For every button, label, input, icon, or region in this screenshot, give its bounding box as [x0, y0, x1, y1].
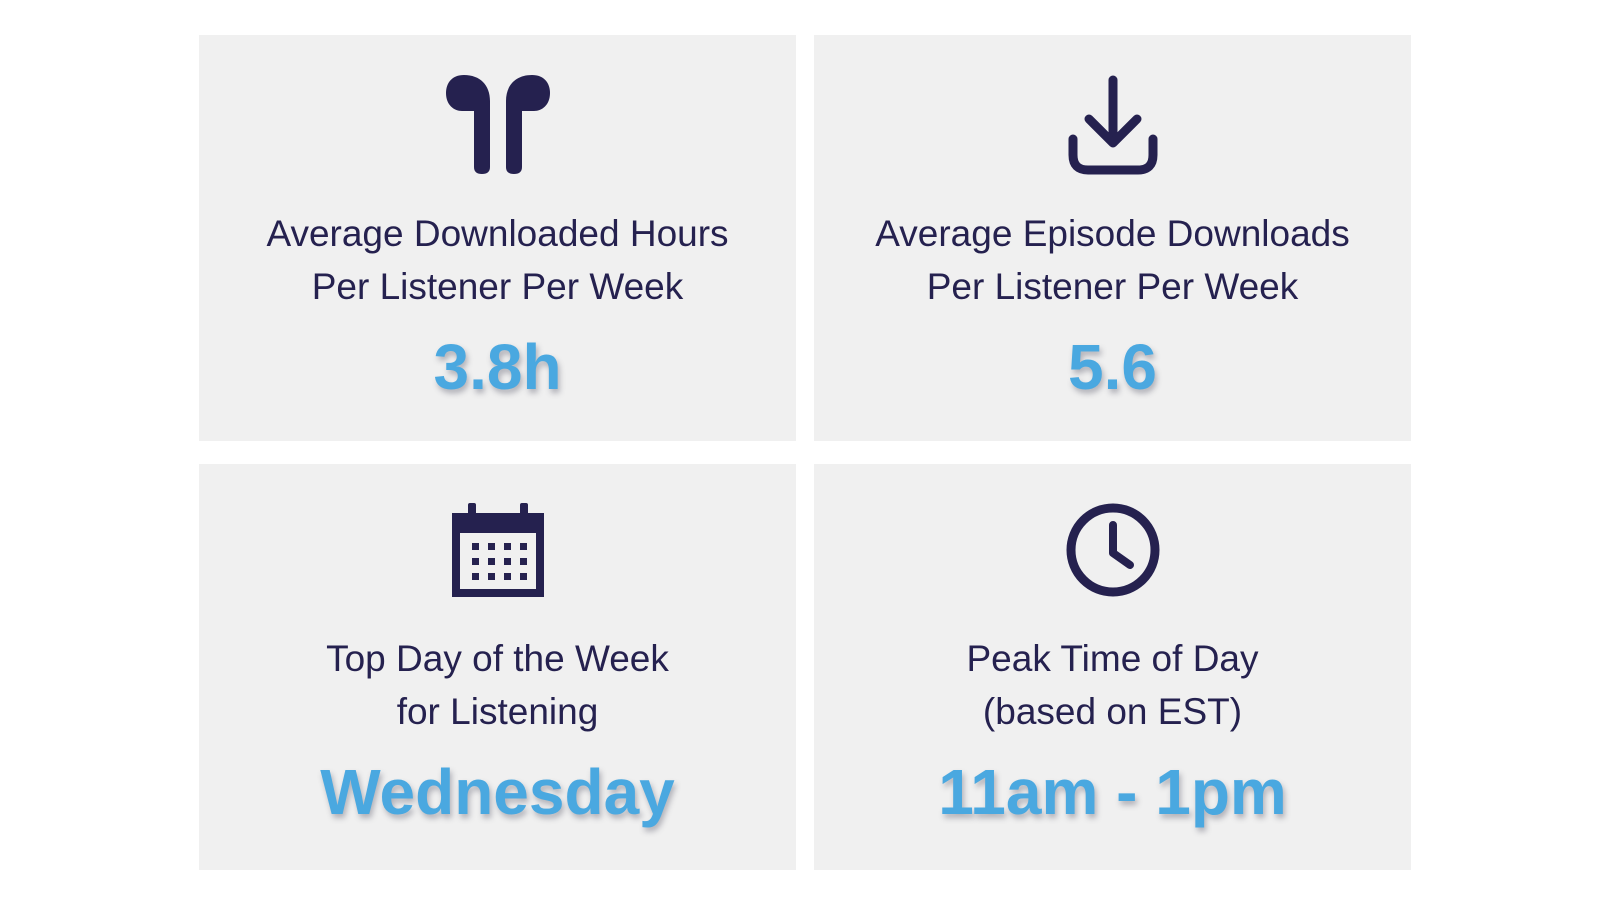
- stat-card-downloaded-hours: Average Downloaded Hours Per Listener Pe…: [199, 35, 796, 441]
- stat-label: Average Episode Downloads Per Listener P…: [814, 207, 1411, 313]
- stat-label-line2: for Listening: [396, 691, 599, 732]
- stat-label-line2: Per Listener Per Week: [926, 266, 1299, 307]
- stat-card-episode-downloads: Average Episode Downloads Per Listener P…: [814, 35, 1411, 441]
- stat-label: Peak Time of Day (based on EST): [814, 632, 1411, 738]
- stat-label-line2: (based on EST): [982, 691, 1243, 732]
- stat-label-line1: Peak Time of Day: [966, 638, 1259, 679]
- stat-label: Average Downloaded Hours Per Listener Pe…: [199, 207, 796, 313]
- stat-value: 3.8h: [433, 331, 562, 403]
- stat-value: Wednesday: [320, 756, 675, 828]
- stat-value: 5.6: [1068, 331, 1157, 403]
- stat-card-peak-time: Peak Time of Day (based on EST) 11am - 1…: [814, 464, 1411, 870]
- stat-label-line1: Average Episode Downloads: [875, 213, 1350, 254]
- clock-icon: [1066, 500, 1160, 600]
- download-icon: [1068, 75, 1158, 175]
- earbuds-icon: [445, 75, 550, 175]
- calendar-icon: [451, 500, 544, 600]
- stat-label-line1: Average Downloaded Hours: [266, 213, 729, 254]
- stat-label-line2: Per Listener Per Week: [311, 266, 684, 307]
- stat-value: 11am - 1pm: [938, 756, 1287, 828]
- stats-grid: Average Downloaded Hours Per Listener Pe…: [199, 35, 1411, 870]
- stat-card-top-day: Top Day of the Week for Listening Wednes…: [199, 464, 796, 870]
- stat-label-line1: Top Day of the Week: [326, 638, 669, 679]
- stat-label: Top Day of the Week for Listening: [199, 632, 796, 738]
